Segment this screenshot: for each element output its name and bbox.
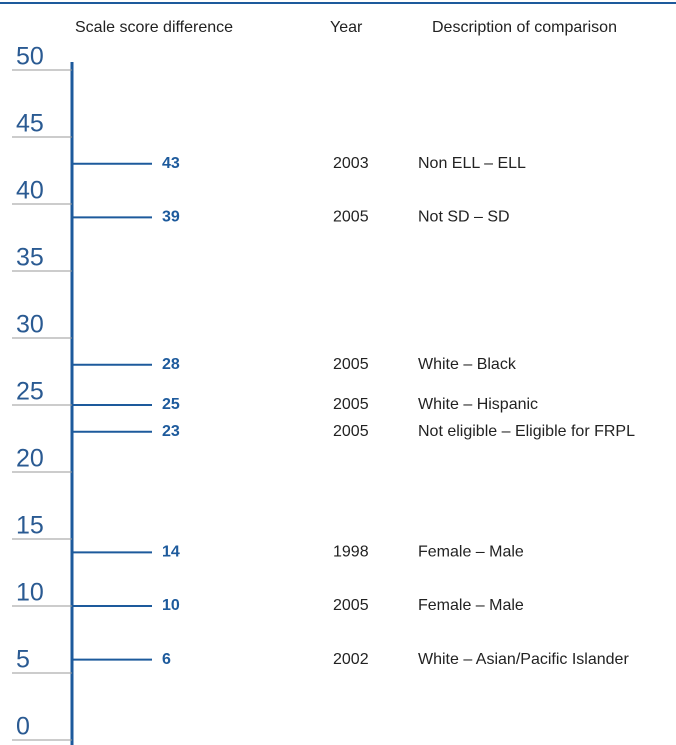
year: 2005 xyxy=(333,396,369,413)
y-tick-label: 30 xyxy=(16,311,44,339)
header-description: Description of comparison xyxy=(432,19,617,36)
description: White – Asian/Pacific Islander xyxy=(418,651,629,668)
value-label: 10 xyxy=(162,597,180,614)
year: 2005 xyxy=(333,423,369,440)
description: Female – Male xyxy=(418,597,524,614)
y-tick-label: 35 xyxy=(16,244,44,272)
value-label: 43 xyxy=(162,155,180,172)
year: 1998 xyxy=(333,544,369,561)
header-year: Year xyxy=(330,19,363,36)
y-tick-label: 40 xyxy=(16,177,44,205)
value-label: 39 xyxy=(162,209,180,226)
y-tick-label: 45 xyxy=(16,110,44,138)
description: Not SD – SD xyxy=(418,209,510,226)
value-label: 25 xyxy=(162,396,180,413)
year: 2005 xyxy=(333,209,369,226)
y-tick-label: 20 xyxy=(16,445,44,473)
description: Female – Male xyxy=(418,544,524,561)
y-tick-label: 15 xyxy=(16,512,44,540)
value-label: 23 xyxy=(162,423,180,440)
header-score: Scale score difference xyxy=(75,19,233,36)
value-label: 6 xyxy=(162,651,171,668)
description: White – Hispanic xyxy=(418,396,538,413)
y-tick-label: 0 xyxy=(16,713,30,741)
y-tick-label: 5 xyxy=(16,646,30,674)
year: 2005 xyxy=(333,356,369,373)
y-tick-label: 50 xyxy=(16,43,44,71)
year: 2002 xyxy=(333,651,369,668)
y-tick-label: 25 xyxy=(16,378,44,406)
description: Non ELL – ELL xyxy=(418,155,526,172)
year: 2003 xyxy=(333,155,369,172)
description: Not eligible – Eligible for FRPL xyxy=(418,423,635,440)
description: White – Black xyxy=(418,356,517,373)
year: 2005 xyxy=(333,597,369,614)
value-label: 14 xyxy=(162,544,180,561)
value-label: 28 xyxy=(162,356,180,373)
y-tick-label: 10 xyxy=(16,579,44,607)
